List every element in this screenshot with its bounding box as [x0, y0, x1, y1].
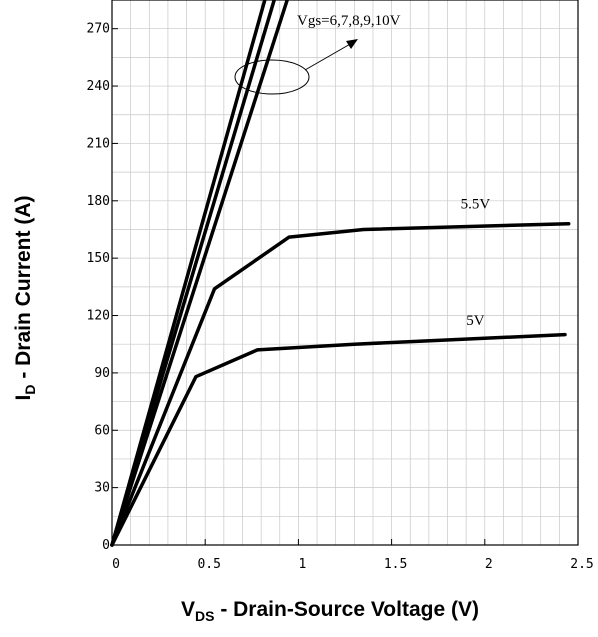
x-tick-label: 2.5	[570, 557, 593, 572]
vgs-callout-arrowhead	[346, 39, 358, 49]
y-axis-title-sub: D	[22, 385, 38, 395]
x-axis-title-sub: DS	[195, 608, 214, 624]
y-tick-label: 150	[87, 251, 110, 266]
curve-labels: Vgs=6,7,8,9,10V 5.5V 5V	[297, 13, 490, 329]
curve-label-2: 5V	[466, 313, 485, 329]
curve-label-0: Vgs=6,7,8,9,10V	[297, 13, 401, 29]
y-tick-labels: 0 30 60 90 120 150 180 210 240 270	[87, 22, 110, 553]
y-tick-label: 210	[87, 136, 110, 151]
y-tick-label: 180	[87, 194, 110, 209]
y-tick-label: 240	[87, 79, 110, 94]
y-tick-label: 120	[87, 309, 110, 324]
x-axis-title-rest: - Drain-Source Voltage (V)	[214, 598, 478, 621]
vgs-callout-arrow	[304, 42, 353, 71]
y-axis-title: ID - Drain Current (A)	[12, 196, 38, 401]
series-line-1	[110, 0, 276, 547]
x-tick-label: 0	[112, 557, 120, 572]
y-tick-label: 90	[94, 366, 110, 381]
x-tick-label: 1	[298, 557, 306, 572]
x-tick-labels: 0 0.5 1 1.5 2 2.5	[112, 557, 594, 572]
x-axis-title-main: V	[181, 598, 195, 621]
series-line-4	[110, 332, 567, 547]
y-axis-title-main: I	[12, 395, 35, 401]
curve-label-1: 5.5V	[461, 196, 491, 212]
vgs-group-callout	[234, 39, 358, 95]
y-tick-label: 60	[94, 423, 110, 438]
y-tick-label: 0	[102, 538, 110, 553]
y-tick-label: 30	[94, 481, 110, 496]
x-tick-label: 1.5	[384, 557, 407, 572]
vgs-group-ellipse	[234, 59, 310, 95]
x-axis-title: VDS - Drain-Source Voltage (V)	[181, 598, 479, 624]
series-line-2	[110, 0, 289, 547]
curves	[110, 0, 571, 547]
plot-frame	[111, 0, 579, 546]
y-axis-title-rest: - Drain Current (A)	[12, 196, 35, 385]
series-line-3	[110, 221, 571, 547]
x-tick-label: 2	[485, 557, 493, 572]
grid	[111, 0, 579, 546]
y-tick-label: 270	[87, 22, 110, 37]
x-tick-label: 0.5	[197, 557, 220, 572]
